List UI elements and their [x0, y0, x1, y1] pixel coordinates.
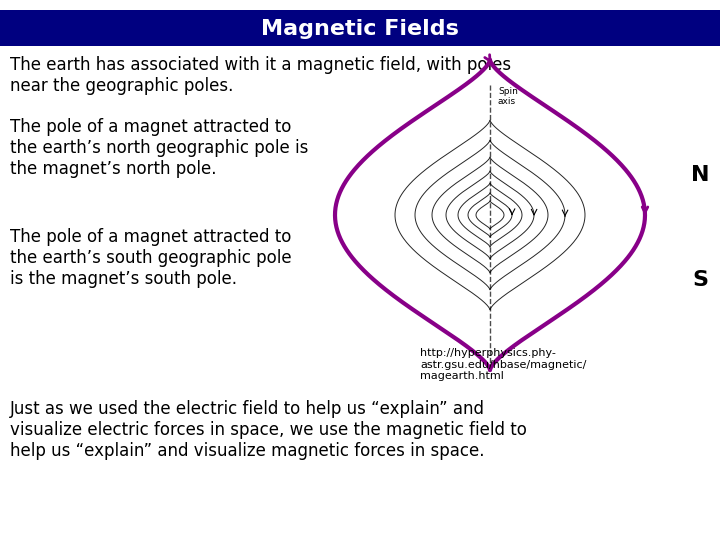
Text: The earth has associated with it a magnetic field, with poles
near the geographi: The earth has associated with it a magne… [10, 56, 511, 95]
Text: N: N [690, 165, 709, 185]
Text: Spin
axis: Spin axis [498, 87, 518, 106]
Text: The pole of a magnet attracted to
the earth’s south geographic pole
is the magne: The pole of a magnet attracted to the ea… [10, 228, 292, 288]
Text: S: S [692, 270, 708, 290]
Text: http://hyperphysics.phy-
astr.gsu.edu/hbase/magnetic/
magearth.html: http://hyperphysics.phy- astr.gsu.edu/hb… [420, 348, 586, 381]
Text: The pole of a magnet attracted to
the earth’s north geographic pole is
the magne: The pole of a magnet attracted to the ea… [10, 118, 308, 178]
Bar [0, 10, 720, 46]
Text: Magnetic Fields: Magnetic Fields [261, 19, 459, 39]
Text: Just as we used the electric field to help us “explain” and
visualize electric f: Just as we used the electric field to he… [10, 400, 527, 460]
